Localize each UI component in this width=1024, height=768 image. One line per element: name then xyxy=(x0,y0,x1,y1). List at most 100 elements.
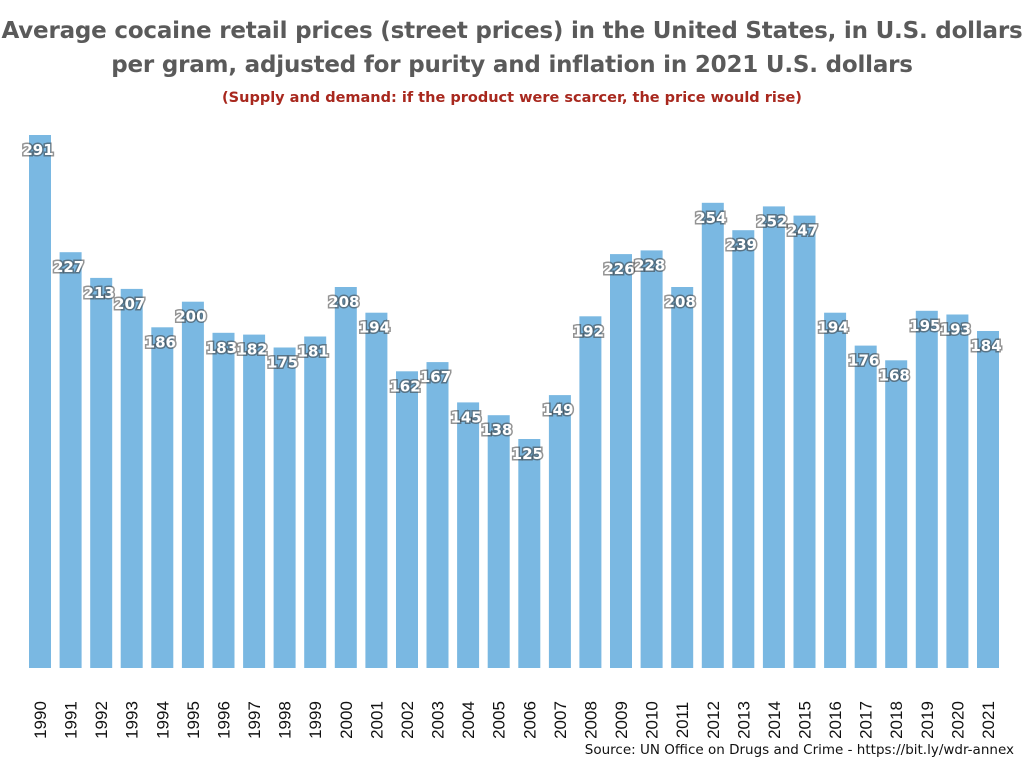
x-tick-2018: 2018 xyxy=(887,701,906,739)
bar-2016 xyxy=(824,312,847,668)
x-tick-2010: 2010 xyxy=(643,701,662,739)
data-label-2007: 149 xyxy=(542,401,573,419)
bar-2002 xyxy=(396,371,418,668)
data-label-2011: 208 xyxy=(665,293,696,311)
x-tick-1998: 1998 xyxy=(276,701,295,739)
data-label-2019: 195 xyxy=(909,317,940,335)
data-label-1991: 227 xyxy=(53,258,84,276)
data-label-1996: 183 xyxy=(206,339,237,357)
data-label-2001: 194 xyxy=(359,319,390,337)
bar-1999 xyxy=(304,336,327,668)
bar-2015 xyxy=(793,215,816,668)
bar-1990 xyxy=(29,135,51,668)
bar-2003 xyxy=(426,362,449,668)
bar-2001 xyxy=(365,312,388,668)
data-label-2009: 226 xyxy=(603,260,634,278)
x-tick-1995: 1995 xyxy=(184,701,203,739)
bar-2010 xyxy=(640,250,663,668)
x-tick-2016: 2016 xyxy=(826,701,845,739)
x-axis-ticks: 1990 1991 1992 1993 1994 1995 1996 1997 1998 1999… xyxy=(31,701,998,739)
bar-1994 xyxy=(151,327,174,668)
x-tick-1991: 1991 xyxy=(62,701,81,739)
data-label-1990: 291 xyxy=(22,141,53,159)
x-tick-1990: 1990 xyxy=(31,701,50,739)
bars-group xyxy=(29,135,999,669)
bar-1991 xyxy=(59,252,82,668)
x-tick-1994: 1994 xyxy=(153,701,172,739)
bar-1995 xyxy=(181,301,204,668)
bar-2008 xyxy=(579,316,602,668)
data-label-2000: 208 xyxy=(328,293,359,311)
data-label-1995: 200 xyxy=(175,308,206,326)
chart-subtitle: (Supply and demand: if the product were … xyxy=(222,90,802,106)
bar-1993 xyxy=(120,288,143,668)
data-label-2006: 125 xyxy=(512,445,543,463)
bar-1997 xyxy=(243,334,266,668)
x-tick-2008: 2008 xyxy=(581,701,600,739)
chart-title-line-1: Average cocaine retail prices (street pr… xyxy=(1,18,1023,44)
x-tick-1997: 1997 xyxy=(245,701,264,739)
data-label-1994: 186 xyxy=(145,333,176,351)
bar-2014 xyxy=(762,206,785,668)
bar-2018 xyxy=(885,360,908,668)
data-label-1992: 213 xyxy=(84,284,115,302)
x-tick-1999: 1999 xyxy=(306,701,325,739)
data-label-1993: 207 xyxy=(114,295,145,313)
bar-2000 xyxy=(334,287,357,668)
bar-1996 xyxy=(212,332,235,668)
data-label-2020: 193 xyxy=(940,321,971,339)
bar-2019 xyxy=(915,310,938,668)
bar-1998 xyxy=(273,347,296,668)
x-tick-2009: 2009 xyxy=(612,701,631,739)
data-label-2004: 145 xyxy=(450,408,481,426)
data-label-2018: 168 xyxy=(879,366,910,384)
x-tick-2011: 2011 xyxy=(673,702,692,739)
x-tick-1992: 1992 xyxy=(92,701,111,739)
bar-2021 xyxy=(977,331,999,668)
bar-2005 xyxy=(487,415,510,668)
data-label-2013: 239 xyxy=(726,236,757,254)
bar-2006 xyxy=(518,439,541,668)
x-tick-2021: 2021 xyxy=(979,701,998,739)
x-tick-2004: 2004 xyxy=(459,701,478,739)
bar-1992 xyxy=(90,277,113,668)
x-tick-2015: 2015 xyxy=(796,701,815,739)
data-label-1998: 175 xyxy=(267,354,298,372)
x-tick-1996: 1996 xyxy=(215,701,234,739)
data-label-2002: 162 xyxy=(389,377,420,395)
bar-2013 xyxy=(732,230,755,668)
bar-2004 xyxy=(457,402,480,668)
data-label-2008: 192 xyxy=(573,322,604,340)
x-tick-2003: 2003 xyxy=(429,701,448,739)
x-tick-2005: 2005 xyxy=(490,701,509,739)
x-tick-2017: 2017 xyxy=(857,701,876,739)
x-tick-2002: 2002 xyxy=(398,701,417,739)
bar-2017 xyxy=(854,345,877,668)
data-label-2003: 167 xyxy=(420,368,451,386)
data-label-2014: 252 xyxy=(756,212,787,230)
bar-2009 xyxy=(610,254,632,668)
data-label-1997: 182 xyxy=(236,341,267,359)
bar-2007 xyxy=(548,395,571,668)
x-tick-2013: 2013 xyxy=(734,701,753,739)
source-note: Source: UN Office on Drugs and Crime - h… xyxy=(584,742,1014,758)
data-label-2016: 194 xyxy=(817,319,848,337)
x-tick-2014: 2014 xyxy=(765,701,784,739)
bar-2011 xyxy=(671,287,694,668)
bar-2012 xyxy=(701,202,724,669)
data-label-2015: 247 xyxy=(787,222,818,240)
x-tick-2019: 2019 xyxy=(918,701,937,739)
x-tick-2020: 2020 xyxy=(948,701,967,739)
x-tick-2001: 2001 xyxy=(367,701,386,739)
data-label-2021: 184 xyxy=(970,337,1001,355)
x-tick-1993: 1993 xyxy=(123,701,142,739)
data-label-2010: 228 xyxy=(634,256,665,274)
data-label-2005: 138 xyxy=(481,421,512,439)
data-label-1999: 181 xyxy=(298,343,329,361)
x-tick-2007: 2007 xyxy=(551,701,570,739)
data-label-2017: 176 xyxy=(848,352,879,370)
x-tick-2000: 2000 xyxy=(337,701,356,739)
bar-2020 xyxy=(946,314,969,668)
x-tick-2012: 2012 xyxy=(704,701,723,739)
